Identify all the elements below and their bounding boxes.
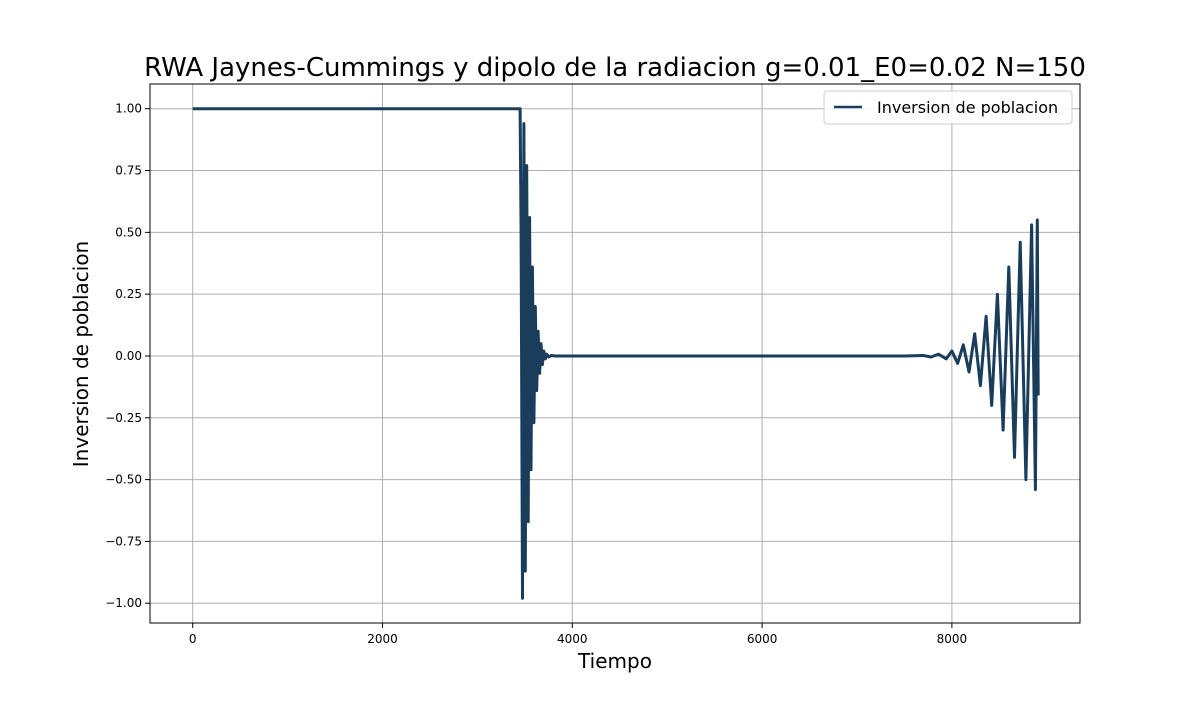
y-tick-label: 0.75 xyxy=(115,164,142,178)
x-tick-label: 0 xyxy=(189,632,197,646)
plot-area-frame xyxy=(149,83,1081,624)
y-tick-label: 1.00 xyxy=(115,102,142,116)
y-axis-label: Inversion de poblacion xyxy=(69,241,93,467)
series-layer xyxy=(192,107,1040,600)
y-tick-label: −0.50 xyxy=(105,473,142,487)
series-line-inversion xyxy=(192,107,1040,600)
y-tick-label: 0.00 xyxy=(115,349,142,363)
chart-title: RWA Jaynes-Cummings y dipolo de la radia… xyxy=(144,53,1086,83)
legend-box xyxy=(823,90,1073,125)
x-tick-label: 4000 xyxy=(557,632,588,646)
y-tick-label: 0.50 xyxy=(115,225,142,239)
x-axis-ticks: 0 2000 4000 6000 8000 xyxy=(189,623,967,646)
x-tick-label: 2000 xyxy=(367,632,398,646)
x-axis-label: Tiempo xyxy=(577,649,652,673)
y-axis-ticks: −1.00 −0.75 −0.50 −0.25 0.00 0.25 0.50 0.75 1.00 xyxy=(105,102,150,610)
y-tick-label: −0.25 xyxy=(105,411,142,425)
y-tick-label: −1.00 xyxy=(105,596,142,610)
x-tick-label: 6000 xyxy=(747,632,778,646)
legend-entry-label: Inversion de poblacion xyxy=(877,98,1058,117)
x-tick-label: 8000 xyxy=(937,632,968,646)
y-tick-label: −0.75 xyxy=(105,534,142,548)
y-tick-label: 0.25 xyxy=(115,287,142,301)
legend: Inversion de poblacion xyxy=(823,90,1073,125)
